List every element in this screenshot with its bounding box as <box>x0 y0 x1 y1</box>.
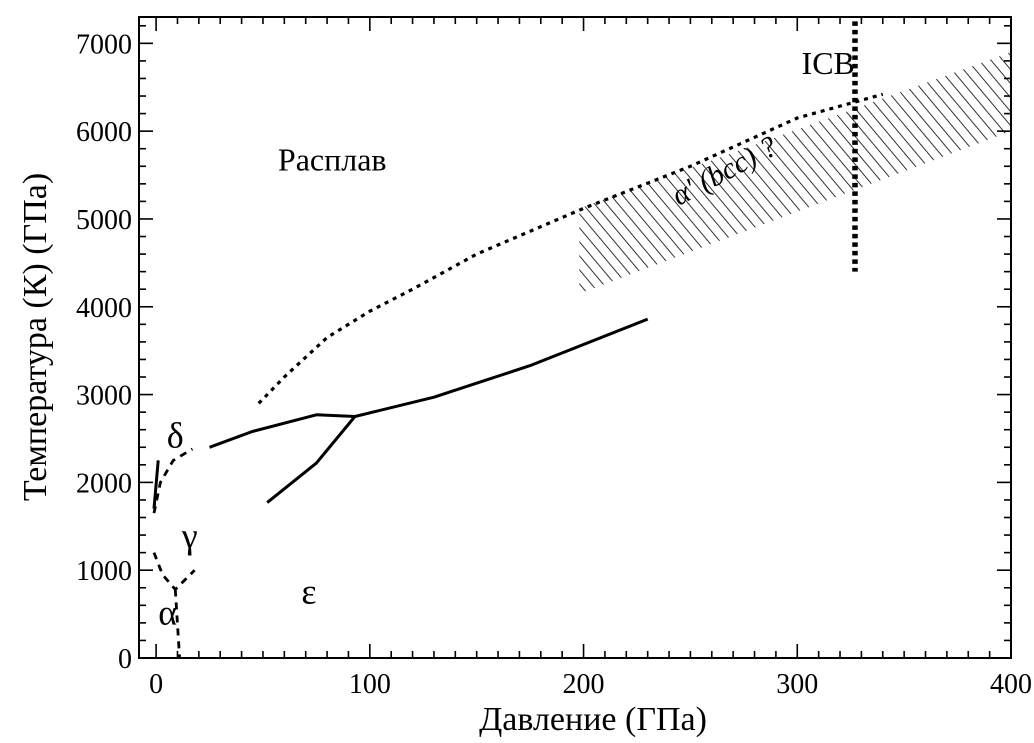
x-tick-label: 400 <box>990 669 1032 700</box>
x-tick-label: 100 <box>349 669 391 700</box>
series-line-4 <box>152 460 160 509</box>
y-axis-title: Температура (К) (ГПа) <box>17 173 54 501</box>
series-line-7 <box>173 589 181 658</box>
series-line-5 <box>152 447 194 514</box>
x-tick-label: 200 <box>563 669 605 700</box>
series-line-1 <box>208 413 355 449</box>
melt-region-label: Расплав <box>278 142 387 178</box>
alpha-phase-label: α <box>158 593 177 633</box>
y-tick-label: 5000 <box>76 205 132 236</box>
y-tick-label: 3000 <box>76 381 132 412</box>
series-line-6 <box>152 552 196 591</box>
delta-phase-label: δ <box>167 415 184 455</box>
hatched-bcc-region <box>579 52 1011 294</box>
y-tick-label: 2000 <box>76 468 132 499</box>
plot-frame <box>138 16 1012 659</box>
series-line-2 <box>354 317 649 418</box>
series-line-3 <box>266 415 357 504</box>
y-tick-label: 4000 <box>76 293 132 324</box>
icb-label: ICB <box>802 45 855 81</box>
gamma-phase-label: γ <box>181 516 198 556</box>
x-tick-label: 300 <box>776 669 818 700</box>
x-axis-title: Давление (ГПа) <box>479 701 707 738</box>
y-tick-label: 6000 <box>76 117 132 148</box>
y-tick-label: 7000 <box>76 29 132 60</box>
x-tick-label: 0 <box>149 669 163 700</box>
epsilon-phase-label: ε <box>301 572 316 612</box>
series-line-0 <box>257 92 884 405</box>
y-tick-label: 1000 <box>76 556 132 587</box>
y-tick-label: 0 <box>118 644 132 675</box>
